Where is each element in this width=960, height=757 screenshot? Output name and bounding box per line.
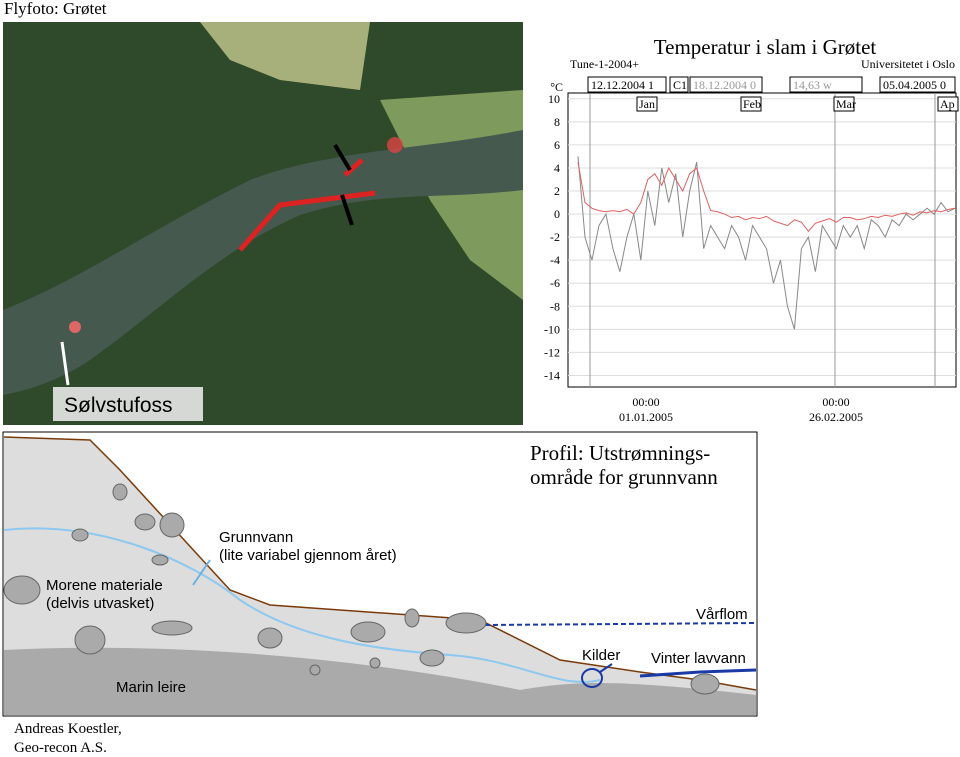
y-tick-label: -14	[544, 368, 560, 382]
y-tick-label: 8	[554, 115, 560, 129]
y-tick-label: -10	[544, 322, 560, 336]
credit: Geo-recon A.S.	[14, 740, 107, 756]
y-unit: °C	[550, 80, 563, 94]
month-box	[636, 96, 658, 112]
month-box	[937, 96, 959, 112]
month-label: Mar	[836, 97, 856, 111]
photo-label: Sølvstufoss	[64, 394, 173, 417]
x-tick-label: 00:00	[632, 395, 659, 409]
aerial-photo: Sølvstufoss	[3, 22, 523, 425]
profile-diagram: Profil: Utstrømnings- område for grunnva…	[2, 431, 758, 717]
y-tick-label: -6	[550, 276, 560, 290]
toolbar-text: 14,63 w	[793, 78, 832, 92]
toolbar-text: 05.04.2005 0	[883, 78, 946, 92]
month-label: Ap	[940, 97, 955, 111]
toolbar-field	[689, 76, 763, 93]
series-line	[577, 162, 956, 233]
month-label: Feb	[743, 97, 761, 111]
label: (delvis utvasket)	[46, 595, 154, 612]
label: Grunnvann	[219, 529, 293, 546]
toolbar-text: 18.12.2004 0	[693, 78, 756, 92]
label: (lite variabel gjennom året)	[219, 547, 397, 564]
toolbar-field	[669, 76, 689, 93]
y-tick-label: -2	[550, 230, 560, 244]
x-tick-label: 26.02.2005	[809, 410, 863, 424]
label: Vårflom	[696, 606, 748, 623]
month-label: Jan	[639, 97, 655, 111]
chart-title: Temperatur i slam i Grøtet	[654, 35, 877, 59]
page-title: Flyfoto: Grøtet	[4, 0, 107, 18]
chart: Temperatur i slam i Grøtet Tune-1-2004+ …	[544, 35, 959, 424]
toolbar-field	[879, 76, 956, 93]
y-tick-label: 2	[554, 184, 560, 198]
y-tick-label: -8	[550, 299, 560, 313]
plot-frame	[567, 92, 957, 388]
y-tick-label: 6	[554, 138, 560, 152]
label: Morene materiale	[46, 577, 163, 594]
month-box	[833, 96, 855, 112]
x-tick-label: 00:00	[822, 395, 849, 409]
toolbar-field	[587, 76, 667, 93]
label: Marin leire	[116, 679, 186, 696]
month-box	[740, 96, 762, 112]
chart-source: Tune-1-2004+	[570, 57, 639, 71]
toolbar-text: 12.12.2004 1	[591, 78, 654, 92]
toolbar-field	[789, 76, 863, 93]
y-tick-label: -12	[544, 345, 560, 359]
credit: Andreas Koestler,	[14, 721, 122, 737]
y-tick-label: 0	[554, 207, 560, 221]
toolbar-text: C1	[673, 78, 687, 92]
profile-title: Profil: Utstrømnings-	[530, 441, 710, 465]
label: Vinter lavvann	[651, 650, 746, 667]
x-tick-label: 01.01.2005	[619, 410, 673, 424]
y-tick-label: 4	[554, 161, 560, 175]
profile-title: område for grunnvann	[530, 465, 718, 489]
label: Kilder	[582, 647, 620, 664]
y-tick-label: -4	[550, 253, 560, 267]
y-tick-label: 10	[548, 92, 560, 106]
series-line	[577, 156, 956, 330]
chart-institution: Universitetet i Oslo	[861, 57, 955, 71]
